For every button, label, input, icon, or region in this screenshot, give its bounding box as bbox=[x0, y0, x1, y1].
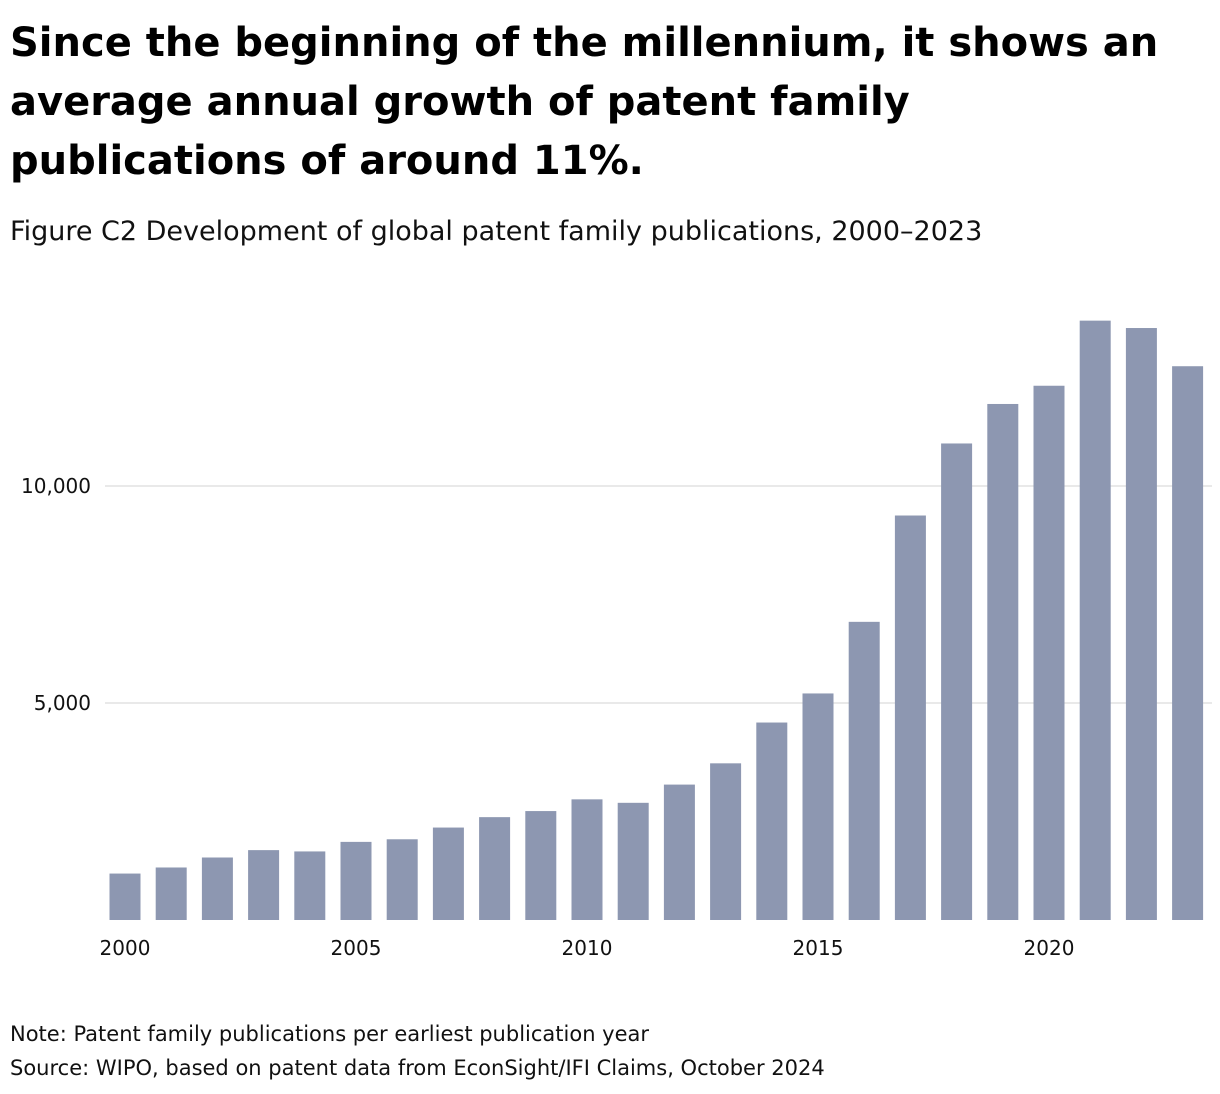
bar-2020 bbox=[1033, 385, 1065, 921]
bar-2016 bbox=[848, 621, 880, 920]
y-tick-label: 10,000 bbox=[21, 474, 91, 498]
x-tick-label: 2000 bbox=[100, 936, 151, 960]
bar-2022 bbox=[1125, 328, 1157, 920]
chart-footer: Note: Patent family publications per ear… bbox=[10, 1017, 825, 1085]
bar-2009 bbox=[525, 811, 557, 920]
y-axis-ticks: 5,000 10,000 bbox=[21, 474, 91, 715]
bar-2011 bbox=[617, 802, 649, 920]
x-tick-label: 2005 bbox=[331, 936, 382, 960]
chart-subtitle: Figure C2 Development of global patent f… bbox=[10, 216, 983, 247]
gridlines bbox=[105, 485, 1212, 704]
chart-note: Note: Patent family publications per ear… bbox=[10, 1022, 650, 1046]
bar-2013 bbox=[710, 763, 742, 920]
x-axis-ticks: 2000 2005 2010 2015 2020 bbox=[100, 936, 1075, 960]
y-tick-label: 5,000 bbox=[34, 691, 91, 715]
bar-2007 bbox=[432, 827, 464, 920]
bar-2021 bbox=[1079, 320, 1111, 920]
x-tick-label: 2020 bbox=[1024, 936, 1075, 960]
bar-2005 bbox=[340, 841, 372, 920]
bar-2006 bbox=[386, 839, 418, 920]
bar-2014 bbox=[756, 722, 788, 920]
bar-2023 bbox=[1172, 366, 1204, 920]
bar-2018 bbox=[941, 443, 973, 920]
headline: Since the beginning of the millennium, i… bbox=[10, 20, 1159, 184]
chart-source: Source: WIPO, based on patent data from … bbox=[10, 1056, 825, 1080]
bar-2000 bbox=[109, 873, 141, 920]
bars bbox=[109, 320, 1204, 921]
bar-2012 bbox=[663, 784, 695, 920]
x-tick-label: 2010 bbox=[562, 936, 613, 960]
bar-2017 bbox=[894, 515, 926, 920]
bar-2008 bbox=[479, 817, 511, 920]
bar-2015 bbox=[802, 693, 834, 920]
bar-2004 bbox=[294, 851, 326, 920]
bar-2019 bbox=[987, 403, 1019, 920]
bar-2001 bbox=[155, 867, 187, 920]
bar-2010 bbox=[571, 799, 603, 920]
x-tick-label: 2015 bbox=[793, 936, 844, 960]
bar-2002 bbox=[201, 857, 233, 920]
bar-2003 bbox=[248, 850, 280, 920]
